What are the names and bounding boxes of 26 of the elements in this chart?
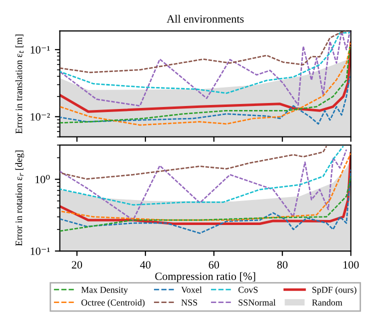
x-axis-title: Compression ratio [%] (155, 272, 256, 282)
y-tick-label: 10⁻¹ (30, 46, 50, 54)
legend-label: SSNormal (238, 299, 276, 306)
x-tick-label: 80 (277, 261, 288, 269)
chart-title: All environments (166, 14, 244, 23)
x-tick-label: 20 (72, 261, 82, 269)
y-axis-title: Error in translation ε$_{t}$ [m] (15, 34, 24, 134)
y-tick-label: 10⁰ (36, 174, 50, 184)
line-series (60, 30, 348, 74)
line-series (60, 42, 351, 113)
line-series (60, 145, 344, 206)
line-series (60, 76, 351, 125)
legend-label: CovS (238, 286, 258, 293)
legend-label: Max Density (81, 286, 128, 295)
y-tick-label: 10⁻¹ (30, 247, 50, 255)
line-series (60, 145, 328, 180)
y-axis-title: Error in rotation ε$_{r}$ [deg] (15, 150, 24, 246)
x-tick-label: 40 (140, 261, 151, 269)
x-tick-label: 100 (343, 261, 359, 269)
legend-label: Random (312, 299, 342, 306)
y-tick-label: 10⁻² (30, 113, 50, 121)
legend-label: Voxel (181, 286, 202, 293)
legend-label: NSS (181, 300, 198, 306)
legend-label: Octree (Centroid) (81, 299, 145, 308)
legend-label: SpDF (ours) (312, 286, 356, 295)
x-tick-label: 60 (208, 261, 220, 269)
